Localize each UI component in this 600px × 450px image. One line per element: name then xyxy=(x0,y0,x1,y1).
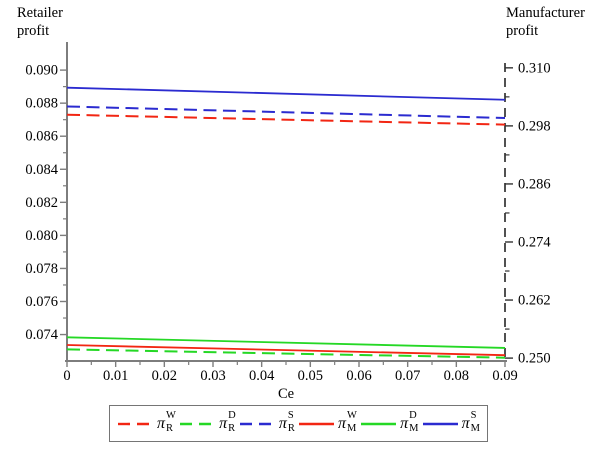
x-axis-label: Ce xyxy=(278,386,294,402)
legend-sample-dashed-line xyxy=(118,422,153,425)
symbol-superscript: D xyxy=(228,410,236,421)
pi-glyph: π xyxy=(278,414,287,432)
symbol-subscript: M xyxy=(347,423,357,434)
x-tick-label: 0.05 xyxy=(298,368,323,384)
left-axis-title-line1: Retailer xyxy=(17,5,63,21)
right-axis-tick-label: 0.250 xyxy=(518,351,551,367)
left-axis-tick-label: 0.074 xyxy=(25,327,58,343)
x-tick-label: 0.02 xyxy=(152,368,177,384)
right-axis-title-line2: profit xyxy=(506,23,539,39)
series-line-pi_M_S xyxy=(66,86,506,101)
right-axis-title-line1: Manufacturer xyxy=(506,5,585,21)
symbol-superscript: W xyxy=(166,410,176,421)
x-tick-label: 0.04 xyxy=(249,368,275,384)
right-axis-title: Manufacturer profit xyxy=(506,4,585,40)
left-axis-tick-label: 0.086 xyxy=(25,129,58,145)
left-axis-tick-label: 0.088 xyxy=(25,96,58,112)
left-axis-tick-label: 0.080 xyxy=(25,228,58,244)
x-tick-label: 0.03 xyxy=(200,368,225,384)
x-tick-label: 0.01 xyxy=(103,368,128,384)
symbol-superscript: S xyxy=(470,410,477,421)
right-axis-tick-label: 0.274 xyxy=(518,234,551,250)
left-axis-tick-label: 0.076 xyxy=(25,294,58,310)
pi-glyph: π xyxy=(219,414,228,432)
symbol-subscript: R xyxy=(166,423,174,434)
legend-sample-dashed-line xyxy=(239,422,275,425)
right-axis-tick-label: 0.262 xyxy=(518,293,551,309)
left-axis-tick-label: 0.090 xyxy=(25,63,58,79)
left-axis-tick-label: 0.078 xyxy=(25,261,58,277)
series-line-pi_R_D xyxy=(66,348,506,359)
symbol-subscript: R xyxy=(228,423,236,434)
x-tick-label: 0.06 xyxy=(346,368,371,384)
symbol-superscript: W xyxy=(347,410,357,421)
series-line-pi_M_W xyxy=(66,344,506,357)
symbol-superscript: S xyxy=(287,410,294,421)
x-tick-label: 0.08 xyxy=(444,368,469,384)
right-axis-tick-label: 0.286 xyxy=(518,176,551,192)
x-tick-label: 0 xyxy=(63,368,70,384)
right-axis-tick-label: 0.310 xyxy=(518,60,551,76)
legend-sample-solid-line xyxy=(299,422,334,425)
pi-glyph: π xyxy=(338,414,347,432)
pi-glyph: π xyxy=(157,414,166,432)
left-axis-tick-label: 0.084 xyxy=(25,162,58,178)
x-tick-label: 0.07 xyxy=(395,368,420,384)
pi-glyph: π xyxy=(461,414,470,432)
left-axis-title-line2: profit xyxy=(17,23,50,39)
series-line-pi_M_D xyxy=(66,336,506,349)
symbol-subscript: M xyxy=(470,423,480,434)
legend-sample-solid-line xyxy=(422,422,458,425)
symbol-subscript: R xyxy=(287,423,295,434)
left-axis-tick-label: 0.082 xyxy=(25,195,58,211)
symbol-subscript: M xyxy=(409,423,419,434)
x-tick-label: 0.09 xyxy=(492,368,517,384)
symbol-superscript: D xyxy=(409,410,417,421)
pi-glyph: π xyxy=(400,414,409,432)
right-axis-tick-label: 0.298 xyxy=(518,118,551,134)
series-line-pi_R_S xyxy=(66,105,506,120)
legend-sample-dashed-line xyxy=(180,422,216,425)
series-line-pi_R_W xyxy=(66,113,506,126)
left-axis-title: Retailer profit xyxy=(17,4,63,40)
legend-sample-solid-line xyxy=(361,422,397,425)
